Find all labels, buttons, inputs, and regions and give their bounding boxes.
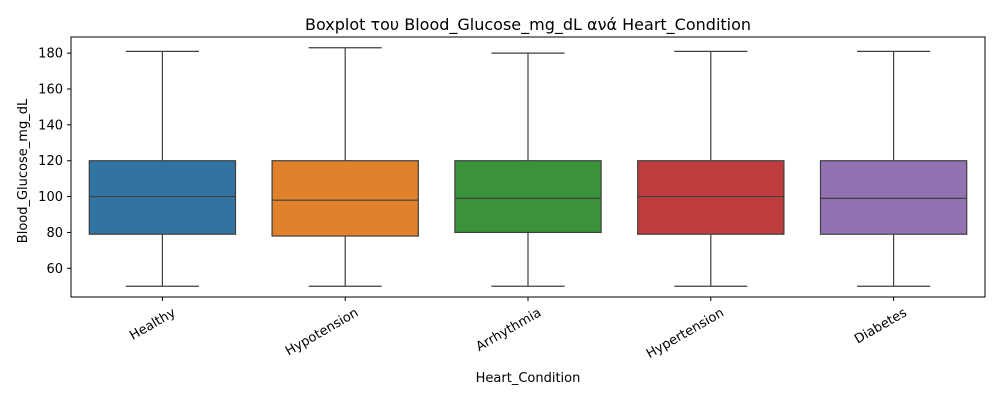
box-hypertension	[637, 160, 785, 235]
y-tick-label: 180	[38, 47, 63, 62]
y-tick-label: 120	[38, 154, 63, 169]
x-axis-label: Heart_Condition	[476, 371, 581, 386]
y-tick-label: 160	[38, 83, 63, 98]
plot-frame	[70, 36, 986, 298]
y-tick-label: 140	[38, 118, 63, 133]
box-healthy	[88, 160, 237, 235]
y-axis-label: Blood_Glucose_mg_dL	[16, 98, 31, 243]
y-tick-label: 100	[38, 190, 63, 205]
plot-area: 60 80 100 120 140 160 180 Healthy Hypotension Arr…	[38, 36, 986, 362]
x-tick-label: Hypertension	[644, 305, 727, 361]
box-arrhythmia	[454, 160, 602, 234]
box-diabetes	[819, 160, 968, 235]
x-tick-label: Hypotension	[283, 305, 361, 359]
x-tick-label: Healthy	[127, 305, 178, 343]
box-hypotension	[271, 160, 419, 237]
chart-title: Boxplot του Blood_Glucose_mg_dL ανά Hear…	[305, 15, 751, 35]
x-tick-label: Arrhythmia	[474, 305, 544, 354]
y-tick-label: 60	[46, 262, 63, 277]
y-tick-label: 80	[46, 226, 63, 241]
x-tick-label: Diabetes	[852, 305, 910, 347]
